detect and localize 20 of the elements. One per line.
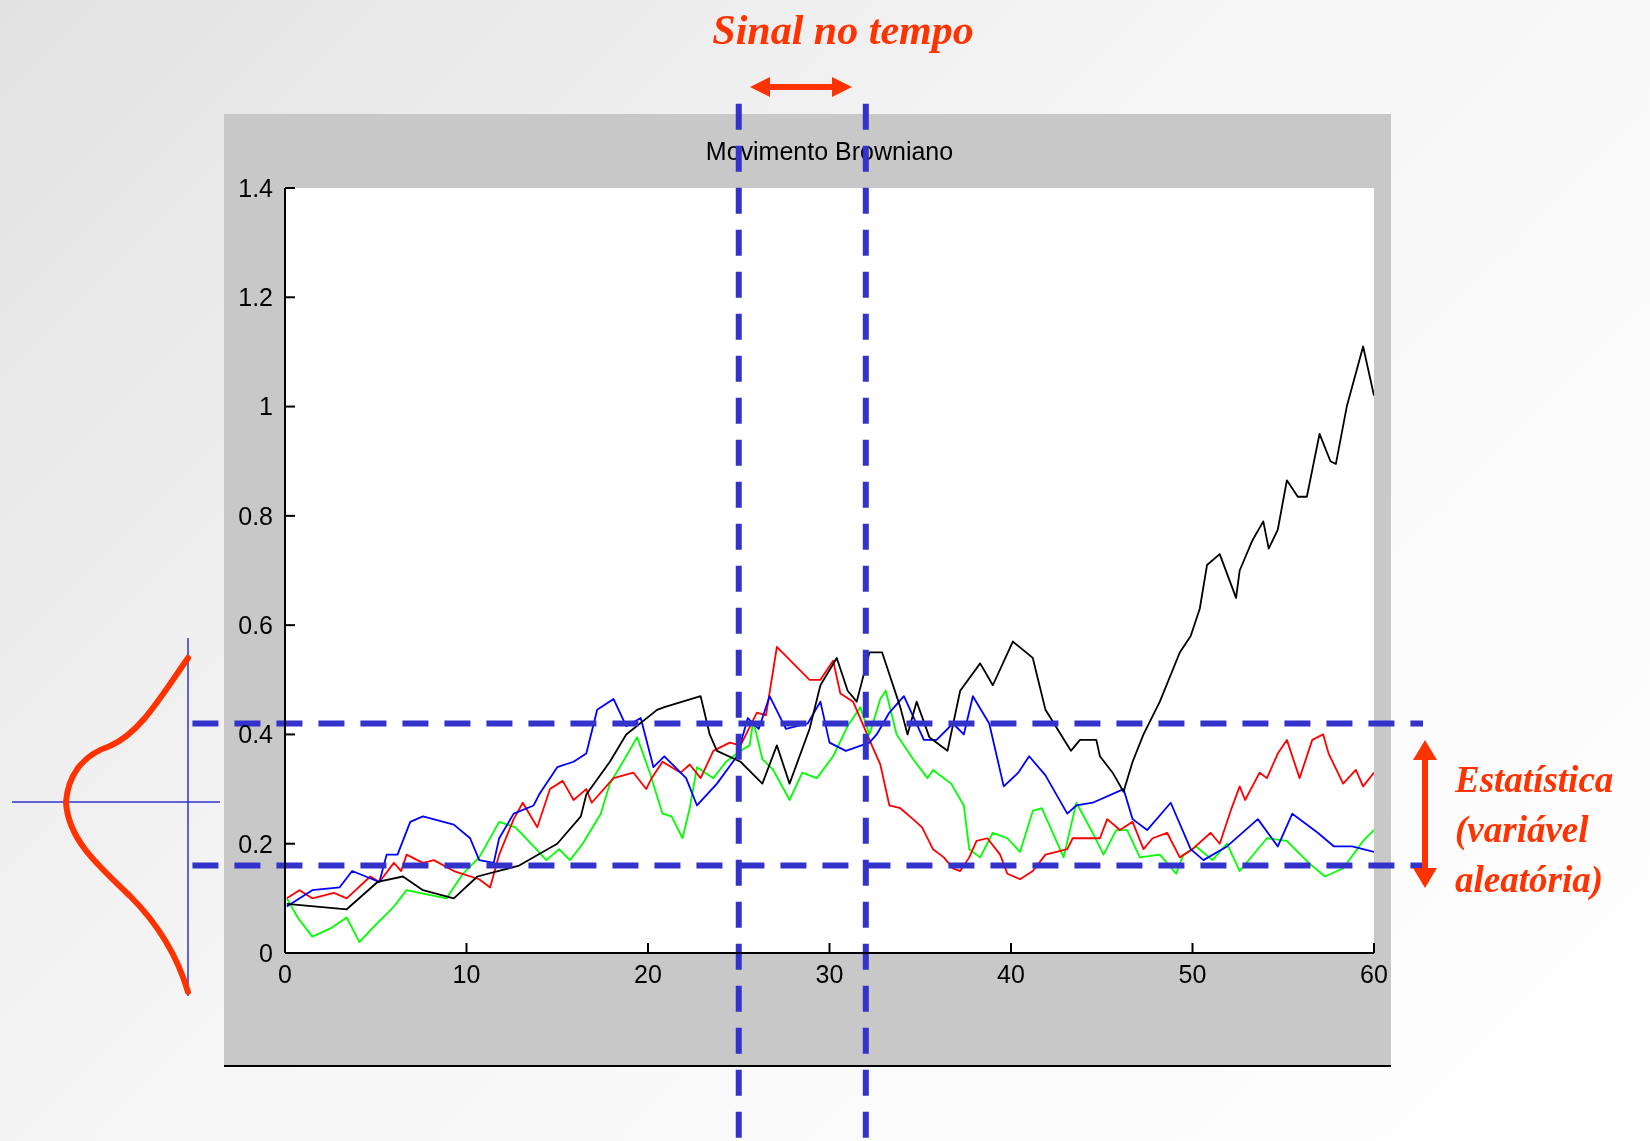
y-tick-label: 0.4 [238, 720, 274, 749]
y-tick-label: 0.6 [238, 611, 273, 640]
y-tick-label: 1.2 [238, 283, 273, 312]
x-tick-label: 10 [452, 959, 481, 988]
x-tick-label: 30 [815, 959, 844, 988]
text: Sinal no tempo [711, 6, 975, 54]
line-series [285, 646, 1374, 900]
x-tick-label: 50 [1178, 959, 1207, 988]
y-tick-label: 0.8 [238, 501, 273, 530]
y-tick-label: 1 [259, 392, 273, 421]
text: Estatística (variável aleatória) [1455, 758, 1615, 902]
x-tick-label: 20 [634, 959, 662, 988]
y-tick-label: 0 [259, 938, 273, 967]
y-tick-label: 0.2 [238, 829, 273, 858]
x-tick-label: 0 [278, 959, 292, 988]
x-tick-label: 60 [1360, 959, 1388, 988]
line-series [285, 695, 1374, 908]
y-tick-label: 1.4 [238, 173, 274, 202]
line-series [285, 689, 1374, 943]
x-tick-label: 40 [997, 959, 1025, 988]
